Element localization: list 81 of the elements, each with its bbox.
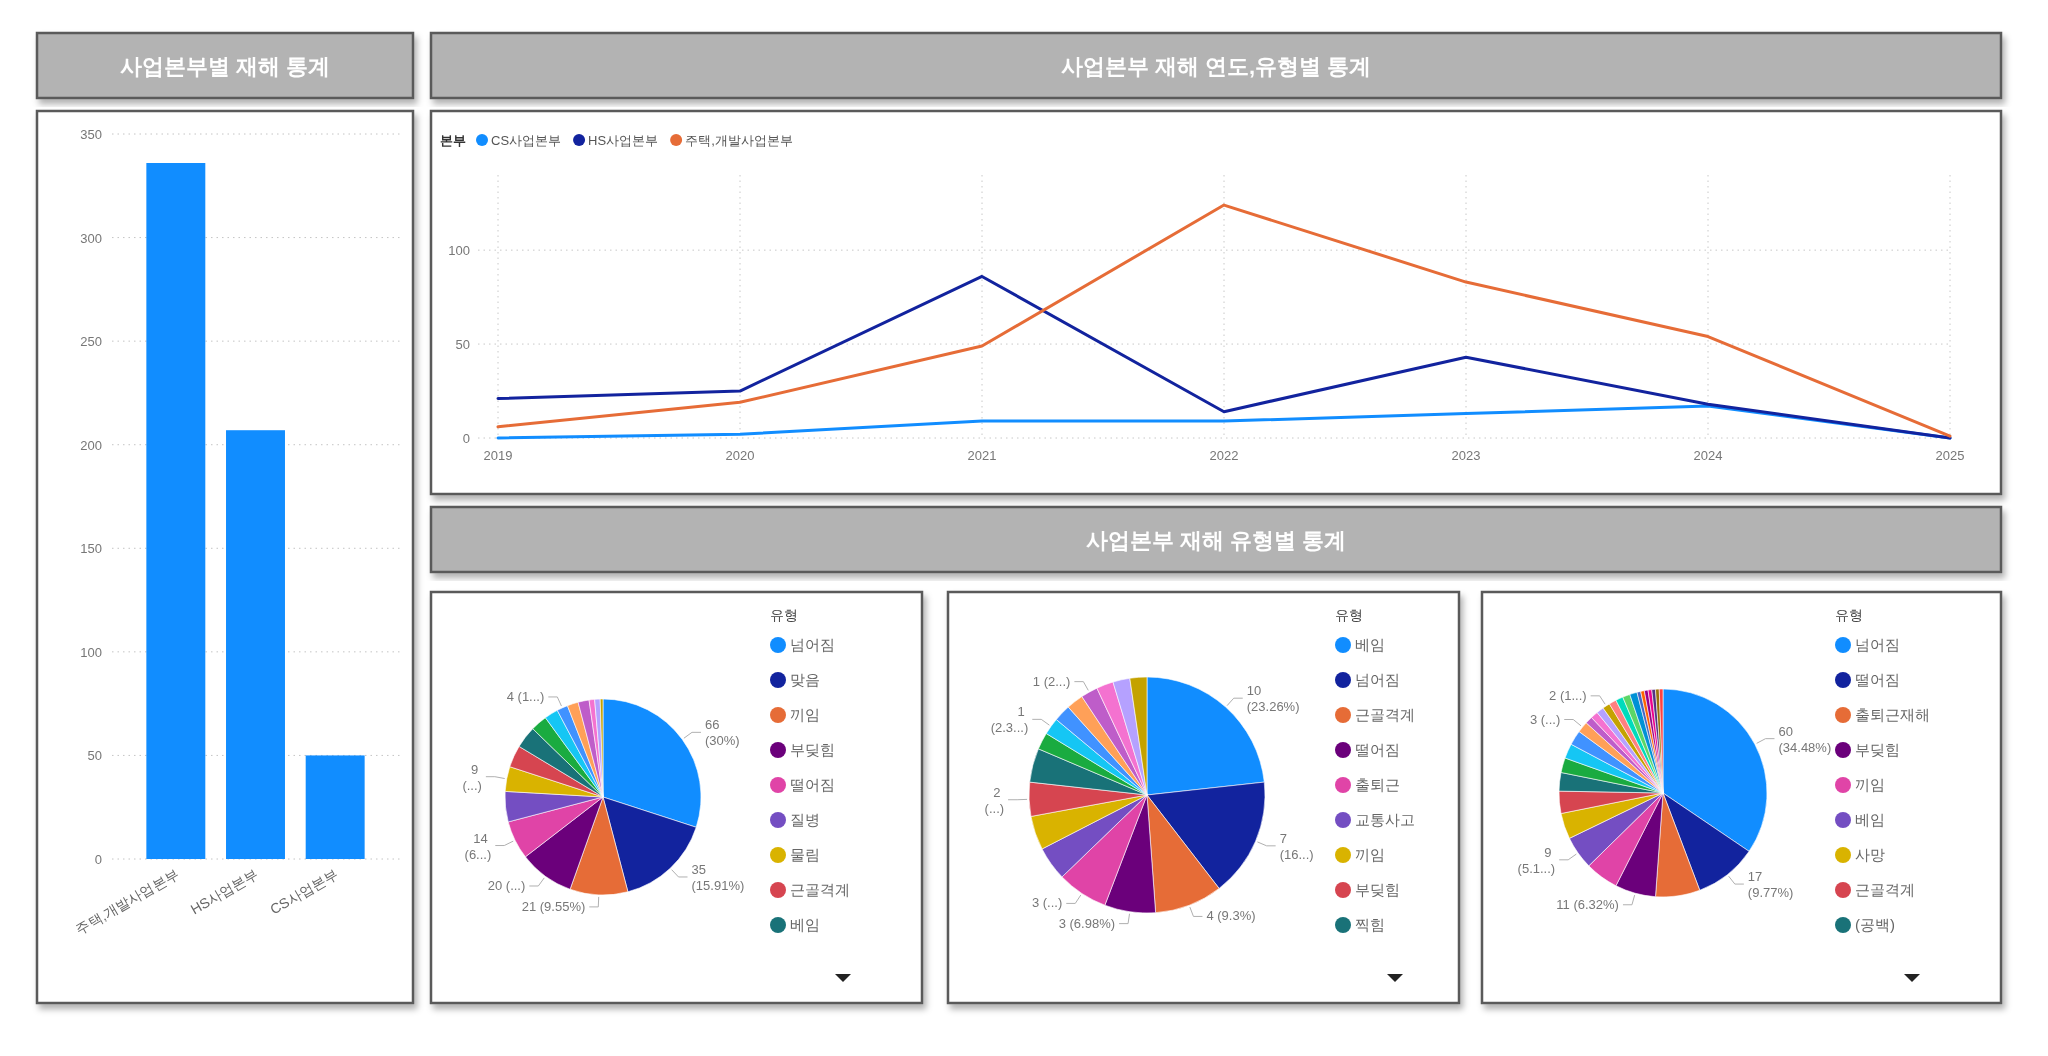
legend-label: 끼임 — [790, 706, 820, 723]
legend-label: 떨어짐 — [1355, 741, 1400, 758]
data-label: 3 (6.98%) — [1058, 915, 1116, 931]
legend-label: 질병 — [790, 811, 820, 828]
legend-label: 부딪힘 — [1355, 881, 1400, 898]
legend-label: 끼임 — [1855, 776, 1885, 793]
legend-label: 베임 — [790, 916, 820, 933]
legend-label: 베임 — [1355, 636, 1385, 653]
data-label: 3 (...) — [1529, 711, 1561, 727]
legend-label: 물림 — [790, 846, 820, 863]
x-tick-label: 2024 — [1693, 448, 1723, 463]
data-label: 66 (30%) — [704, 717, 740, 749]
legend-label: 근골격계 — [790, 881, 850, 898]
legend-label: 부딪힘 — [1855, 741, 1900, 758]
data-label: 2 (...) — [984, 784, 1005, 816]
data-label: 1 (2...) — [1032, 673, 1071, 689]
data-label: 4 (9.3%) — [1206, 908, 1256, 924]
data-label: 9 (...) — [462, 761, 482, 793]
data-label: 2 (1...) — [1549, 687, 1587, 703]
x-tick-label: 2020 — [725, 448, 755, 463]
legend-label: 교통사고 — [1355, 811, 1415, 828]
y-tick-label: 50 — [87, 748, 102, 764]
legend-label: 넘어짐 — [1855, 636, 1900, 653]
legend-label: CS사업본부 — [491, 133, 562, 148]
chart-title: 사업본부별 재해 통계 — [119, 53, 331, 79]
x-tick-label: 2019 — [483, 448, 513, 463]
legend-label: 떨어짐 — [1855, 671, 1900, 688]
x-tick-label: 2023 — [1451, 448, 1481, 463]
legend-label: (공백) — [1855, 916, 1895, 933]
chart-title: 사업본부 재해 연도,유형별 통계 — [1060, 53, 1372, 79]
legend-title: 유형 — [1835, 607, 1863, 623]
text: 사업본부 재해 유형별 통계 — [1085, 527, 1347, 553]
legend-label: 근골격계 — [1855, 881, 1915, 898]
legend-label: 넘어짐 — [790, 636, 835, 653]
legend-label: 출퇴근 — [1355, 776, 1400, 793]
data-label: 11 (6.32%) — [1556, 896, 1619, 912]
legend-label: 찍힘 — [1355, 916, 1385, 933]
legend-label: 맞음 — [790, 671, 820, 688]
x-tick-label: 2021 — [967, 448, 997, 463]
legend-label: 사망 — [1855, 846, 1885, 863]
bar — [146, 163, 206, 859]
data-label: 20 (...) — [487, 877, 526, 893]
legend-label: 주택,개발사업본부 — [685, 133, 793, 148]
y-tick-label: 50 — [455, 337, 470, 353]
legend-label: 베임 — [1855, 811, 1885, 828]
y-tick-label: 0 — [94, 852, 102, 867]
bar — [226, 430, 285, 859]
data-label: 3 (...) — [1031, 895, 1063, 911]
data-label: 1 (2.3...) — [990, 704, 1029, 736]
legend-label: 끼임 — [1355, 846, 1385, 863]
line-series — [496, 274, 1952, 440]
y-tick-label: 150 — [80, 541, 102, 557]
legend-label: 근골격계 — [1355, 706, 1415, 723]
legend-title: 유형 — [770, 607, 798, 623]
legend-label: HS사업본부 — [588, 133, 659, 148]
y-tick-label: 100 — [80, 644, 102, 660]
legend-label: 넘어짐 — [1355, 671, 1400, 688]
legend-label: 부딪힘 — [790, 741, 835, 758]
y-tick-label: 200 — [80, 437, 102, 453]
x-tick-label: 2022 — [1209, 448, 1239, 463]
data-label: 21 (9.55%) — [521, 898, 586, 914]
line-series — [496, 203, 1952, 438]
data-label: 10 (23.26%) — [1246, 683, 1300, 715]
data-label: 14 (6...) — [464, 830, 492, 862]
y-tick-label: 250 — [80, 334, 102, 350]
y-tick-label: 300 — [80, 230, 102, 246]
x-tick-label: 2025 — [1935, 448, 1965, 463]
legend-title: 유형 — [1335, 607, 1363, 623]
data-label: 7 (16...) — [1279, 830, 1314, 862]
data-label: 60 (34.48%) — [1778, 723, 1832, 755]
y-tick-label: 350 — [80, 127, 102, 142]
bar — [305, 755, 365, 859]
data-label: 17 (9.77%) — [1747, 869, 1794, 901]
data-label: 35 (15.91%) — [691, 861, 745, 893]
data-label: 9 (5.1...) — [1517, 844, 1556, 876]
y-tick-label: 100 — [448, 243, 470, 259]
legend-label: 출퇴근재해 — [1855, 706, 1930, 723]
legend-label: 떨어짐 — [790, 776, 835, 793]
legend-title: 본부 — [440, 133, 466, 148]
y-tick-label: 0 — [462, 431, 470, 446]
data-label: 4 (1...) — [506, 688, 545, 704]
